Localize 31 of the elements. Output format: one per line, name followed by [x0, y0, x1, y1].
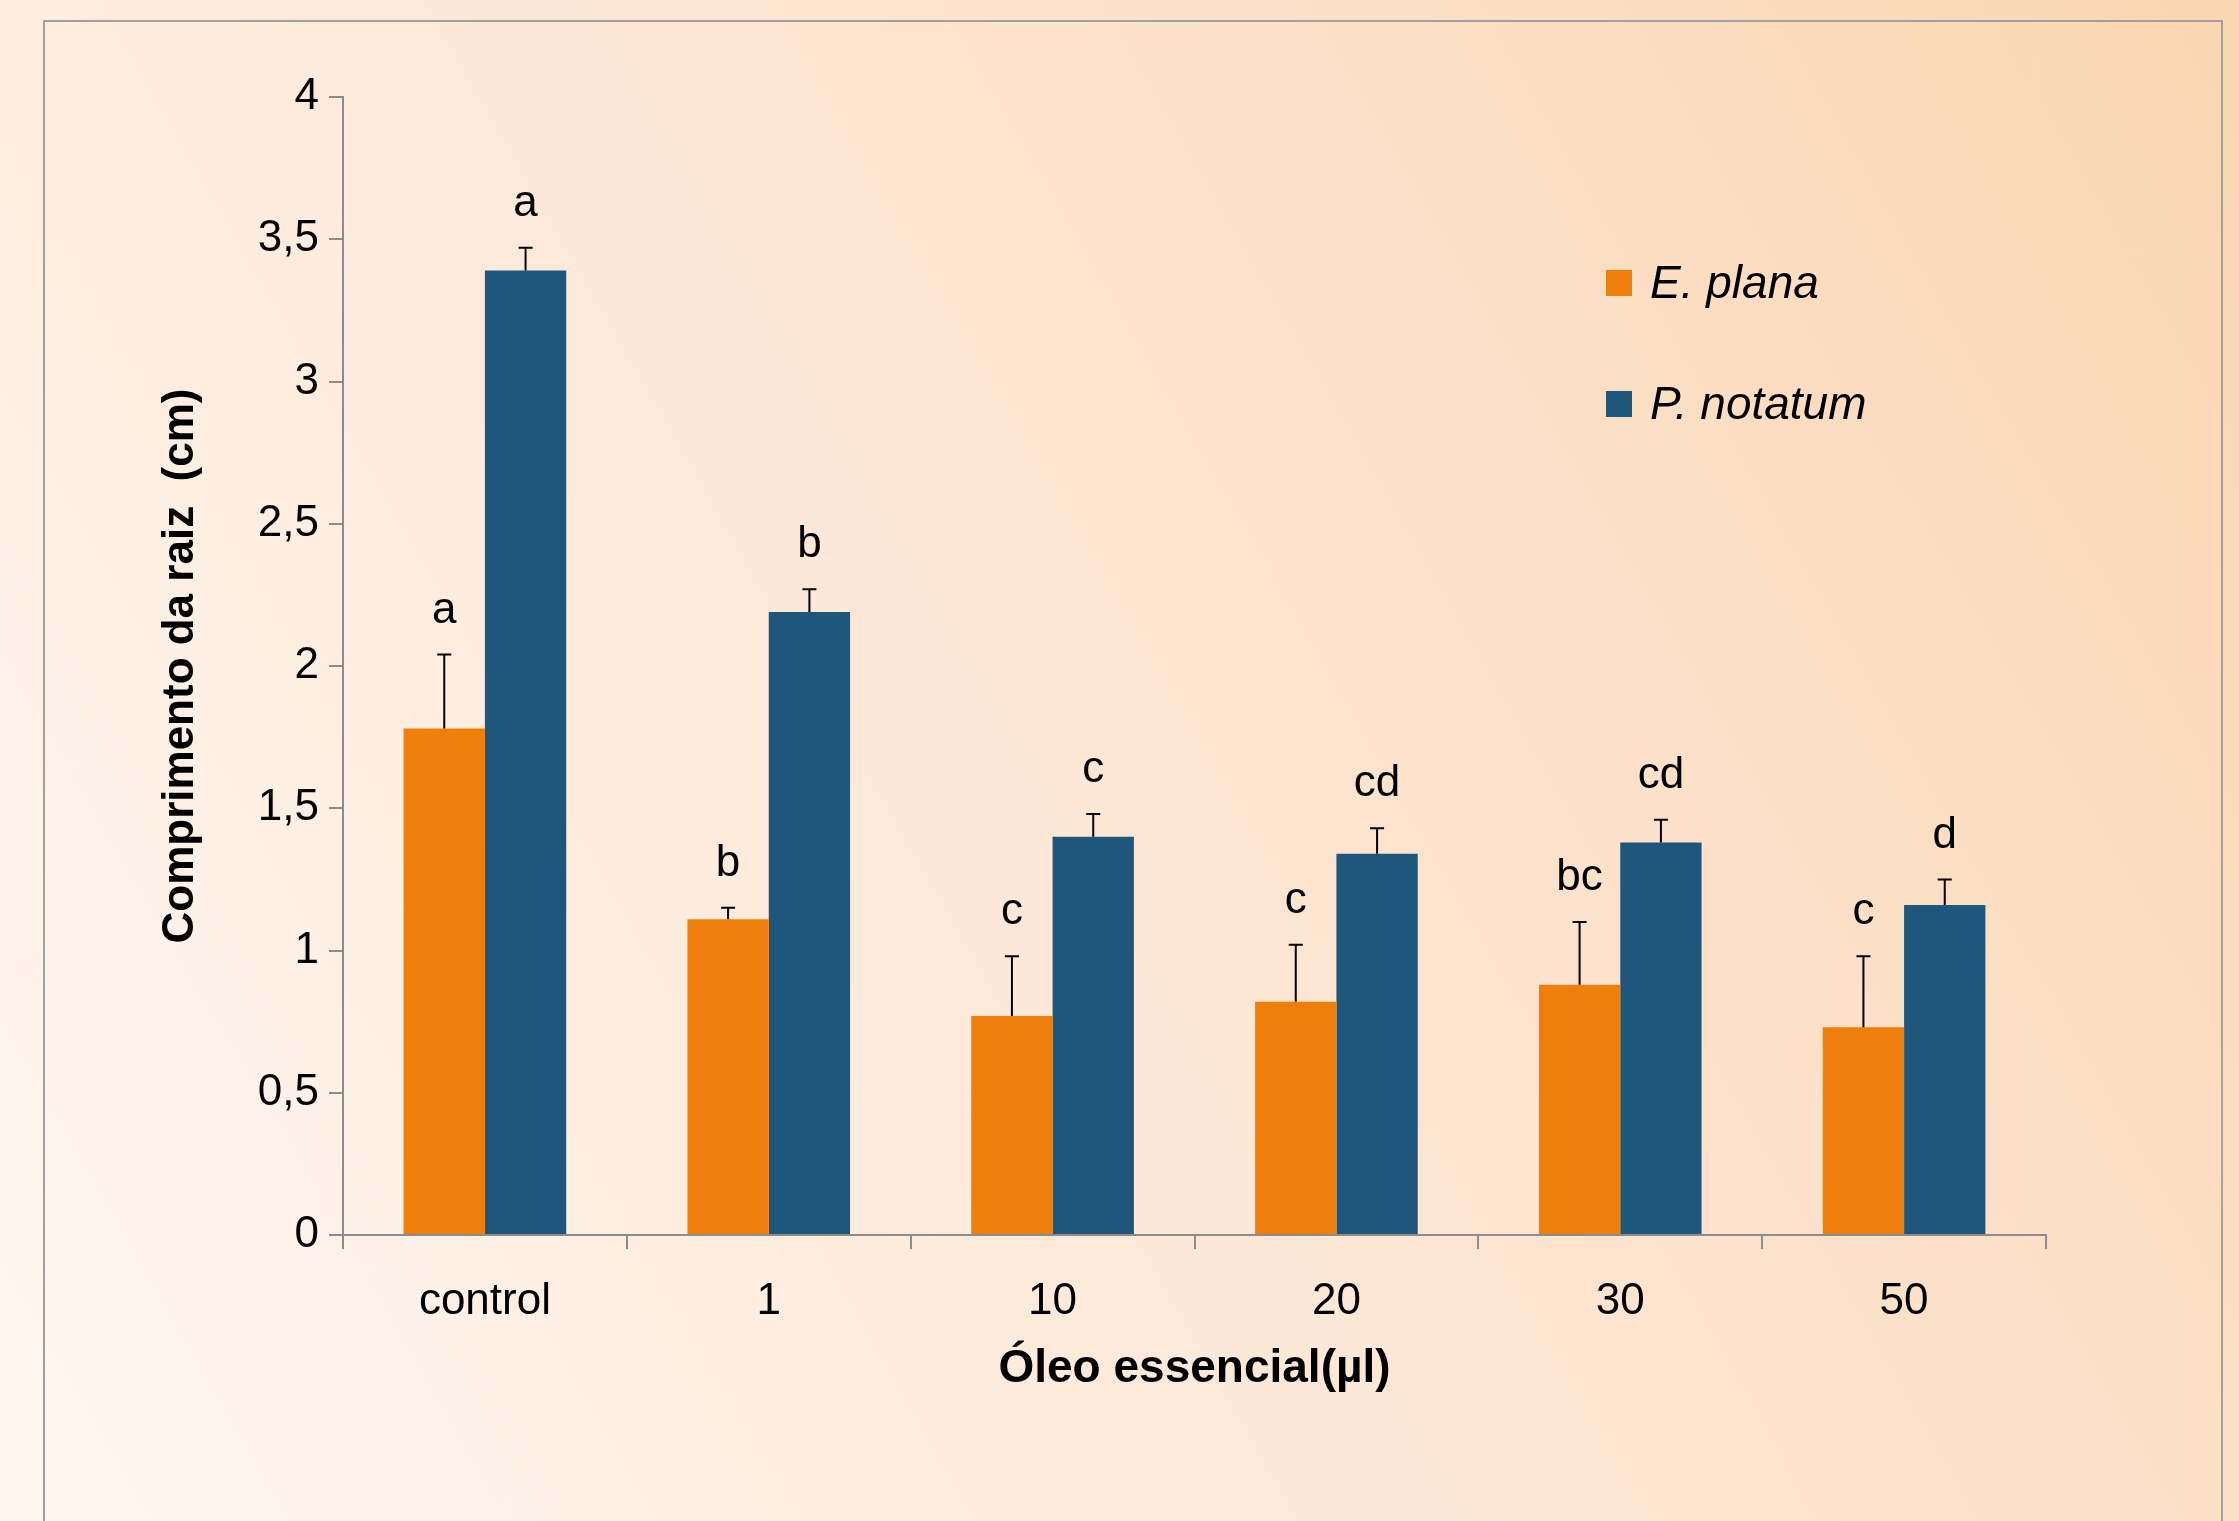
y-tick-label: 2,5 — [257, 495, 319, 545]
x-axis-title: Óleo essencial(µl) — [998, 1340, 1391, 1393]
annotation: cd — [1637, 747, 1685, 797]
y-tick-label: 1,5 — [257, 780, 319, 830]
annotation: b — [797, 517, 822, 567]
x-tick-label: 30 — [1595, 1273, 1645, 1323]
annotation: c — [1284, 872, 1307, 922]
annotation: c — [1082, 742, 1105, 792]
x-tick-label: 1 — [756, 1273, 781, 1323]
y-tick-label: 3 — [294, 353, 319, 403]
x-tick-label: control — [418, 1273, 551, 1323]
y-tick-label: 0 — [294, 1207, 319, 1257]
y-tick-label: 0,5 — [257, 1064, 319, 1114]
annotation: d — [1932, 807, 1957, 857]
y-tick-label: 2 — [294, 638, 319, 688]
y-tick-label: 1 — [294, 922, 319, 972]
annotation: cd — [1353, 756, 1401, 806]
annotation: c — [1852, 884, 1875, 934]
x-tick-label: 50 — [1879, 1273, 1929, 1323]
x-tick-label: 20 — [1311, 1273, 1361, 1323]
legend-label: P. notatum — [1650, 376, 1867, 429]
y-axis-title: Comprimento da raiz (cm) — [152, 388, 202, 944]
annotation: a — [432, 582, 458, 632]
annotation: b — [715, 835, 741, 885]
annotation: bc — [1556, 850, 1603, 900]
annotation: a — [513, 175, 539, 225]
annotation: c — [1000, 884, 1023, 934]
legend-label: E. plana — [1650, 255, 1819, 308]
y-tick-label: 4 — [294, 69, 319, 119]
x-tick-label: 10 — [1028, 1273, 1078, 1323]
y-tick-label: 3,5 — [257, 211, 319, 261]
